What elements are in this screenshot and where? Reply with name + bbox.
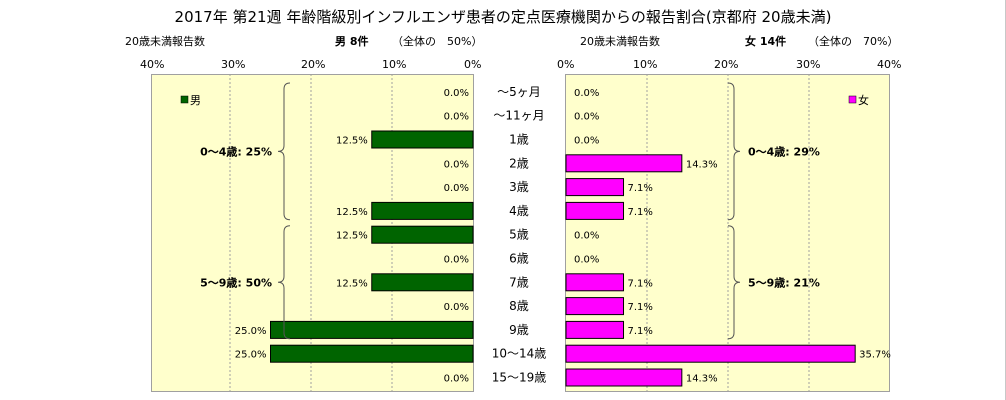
category-label: ～11ヶ月 (493, 109, 544, 123)
group-label-female: 5～9歳: 21% (748, 275, 820, 289)
female-summary: 女 14件 (745, 35, 787, 48)
group-label-female: 0～4歳: 29% (748, 144, 820, 158)
left-axis-title: 20歳未満報告数 (125, 35, 205, 48)
category-label: 6歳 (509, 252, 529, 266)
male-data-label: 0.0% (444, 112, 469, 123)
female-bar (565, 344, 856, 363)
male-summary: 男 8件 (335, 35, 369, 48)
right-axis-title: 20歳未満報告数 (580, 35, 660, 48)
group-label-male: 5～9歳: 50% (200, 275, 272, 289)
female-bar (565, 368, 683, 387)
male-data-label: 0.0% (444, 88, 469, 99)
female-summary-note: （全体の 70%） (808, 35, 899, 48)
group-label-male: 0～4歳: 25% (200, 144, 272, 158)
category-label: 2歳 (509, 156, 529, 170)
female-data-label: 35.7% (859, 350, 891, 361)
female-data-label: 0.0% (574, 88, 599, 99)
group-brace (727, 82, 741, 221)
legend-male-swatch (180, 95, 189, 104)
female-bar (565, 201, 625, 220)
right-tick: 20% (714, 58, 739, 71)
male-bar (371, 273, 474, 292)
group-brace (277, 225, 291, 340)
right-tick: 30% (796, 58, 821, 71)
legend-male-label: 男 (190, 94, 201, 107)
left-tick: 10% (382, 58, 407, 71)
male-data-label: 0.0% (444, 255, 469, 266)
female-bar (565, 273, 625, 292)
category-label: 5歳 (509, 228, 529, 242)
female-data-label: 14.3% (686, 159, 718, 170)
left-tick: 20% (301, 58, 326, 71)
female-data-label: 14.3% (686, 374, 718, 385)
male-bar (371, 201, 474, 220)
female-bar (565, 320, 625, 339)
male-summary-note: （全体の 50%） (392, 35, 483, 48)
male-bar (371, 225, 474, 244)
category-label: ～5ヶ月 (497, 85, 541, 99)
left-tick: 30% (221, 58, 246, 71)
category-label: 8歳 (509, 299, 529, 313)
male-data-label: 12.5% (336, 207, 368, 218)
male-data-label: 25.0% (235, 326, 267, 337)
group-brace (277, 82, 291, 221)
category-label: 3歳 (509, 180, 529, 194)
left-tick: 0% (464, 58, 482, 71)
right-tick: 10% (633, 58, 658, 71)
category-label: 1歳 (509, 133, 529, 147)
category-label: 9歳 (509, 323, 529, 337)
legend-female-label: 女 (858, 93, 869, 107)
female-data-label: 7.1% (628, 183, 653, 194)
female-data-label: 0.0% (574, 255, 599, 266)
right-tick: 40% (877, 58, 902, 71)
category-label: 7歳 (509, 275, 529, 289)
female-data-label: 7.1% (628, 207, 653, 218)
male-data-label: 12.5% (336, 136, 368, 147)
female-bar (565, 178, 625, 197)
male-bar (371, 130, 474, 149)
female-data-label: 0.0% (574, 112, 599, 123)
left-tick: 40% (140, 58, 165, 71)
chart-title: 2017年 第21週 年齢階級別インフルエンザ患者の定点医療機関からの報告割合(… (174, 8, 832, 26)
male-data-label: 0.0% (444, 159, 469, 170)
male-data-label: 0.0% (444, 183, 469, 194)
group-brace (727, 225, 741, 340)
right-tick: 0% (557, 58, 575, 71)
male-data-label: 12.5% (336, 278, 368, 289)
female-data-label: 0.0% (574, 231, 599, 242)
male-data-label: 25.0% (235, 350, 267, 361)
female-data-label: 7.1% (628, 302, 653, 313)
male-bar (270, 344, 474, 363)
female-data-label: 7.1% (628, 278, 653, 289)
female-bar (565, 297, 625, 316)
legend-female-swatch (848, 95, 857, 104)
male-data-label: 0.0% (444, 302, 469, 313)
category-label: 15～19歳 (492, 371, 547, 385)
category-label: 10～14歳 (492, 347, 547, 361)
female-bar (565, 154, 683, 173)
male-data-label: 0.0% (444, 374, 469, 385)
female-data-label: 0.0% (574, 136, 599, 147)
male-bar (270, 320, 474, 339)
male-data-label: 12.5% (336, 231, 368, 242)
female-data-label: 7.1% (628, 326, 653, 337)
category-label: 4歳 (509, 204, 529, 218)
